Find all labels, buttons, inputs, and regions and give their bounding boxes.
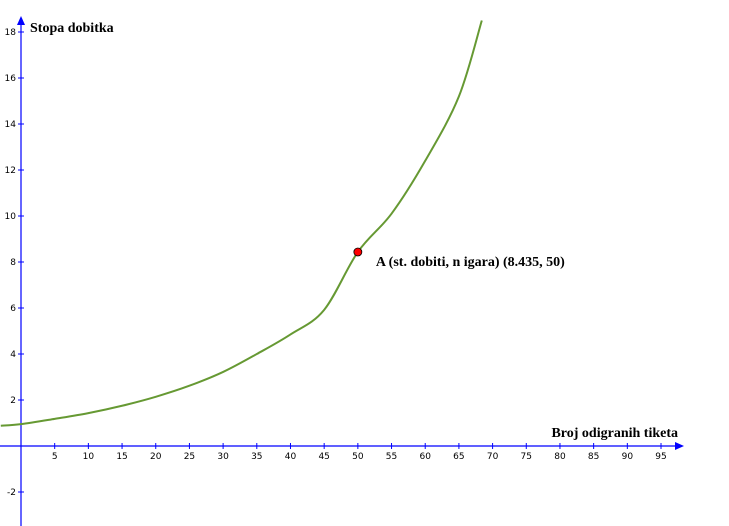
- x-tick-label: 10: [83, 452, 95, 462]
- x-tick-label: 25: [184, 452, 195, 462]
- y-tick-label: 16: [5, 74, 17, 84]
- x-tick-label: 85: [588, 452, 599, 462]
- y-axis-title: Stopa dobitka: [30, 21, 114, 36]
- x-tick-label: 65: [453, 452, 464, 462]
- y-tick-label: 2: [10, 396, 16, 406]
- x-tick-label: 70: [487, 452, 499, 462]
- x-axis-title: Broj odigranih tiketa: [551, 426, 678, 441]
- y-tick-label: 10: [5, 212, 17, 222]
- y-tick-label: -2: [7, 488, 16, 498]
- x-tick-label: 90: [622, 452, 634, 462]
- x-tick-label: 75: [521, 452, 532, 462]
- x-tick-label: 30: [217, 452, 229, 462]
- y-ticks: -2 2 4 6 8 10 12 14 16 18: [5, 28, 24, 498]
- x-tick-label: 55: [386, 452, 397, 462]
- series-line: [0, 20, 483, 427]
- x-tick-label: 60: [419, 452, 431, 462]
- x-axis-arrow: [675, 442, 684, 450]
- x-tick-label: 5: [52, 452, 58, 462]
- x-tick-label: 95: [655, 452, 666, 462]
- x-ticks: 5 10 15 20 25 30 35 40 45 50 55 60 65 70 75 80 85 90 95: [52, 443, 667, 462]
- x-tick-label: 45: [318, 452, 329, 462]
- axes: [0, 16, 684, 526]
- y-tick-label: 14: [5, 120, 17, 130]
- x-tick-label: 50: [352, 452, 364, 462]
- y-tick-label: 12: [5, 166, 16, 176]
- x-tick-label: 40: [285, 452, 297, 462]
- y-tick-label: 6: [10, 304, 16, 314]
- x-tick-label: 15: [116, 452, 127, 462]
- y-tick-label: 4: [10, 350, 16, 360]
- y-axis-arrow: [17, 16, 25, 25]
- point-a-label: A (st. dobiti, n igara) (8.435, 50): [376, 255, 565, 270]
- point-a[interactable]: [353, 247, 363, 257]
- y-tick-label: 18: [5, 28, 17, 38]
- y-tick-label: 8: [10, 258, 16, 268]
- x-tick-label: 80: [554, 452, 566, 462]
- x-tick-label: 35: [251, 452, 262, 462]
- x-tick-label: 20: [150, 452, 162, 462]
